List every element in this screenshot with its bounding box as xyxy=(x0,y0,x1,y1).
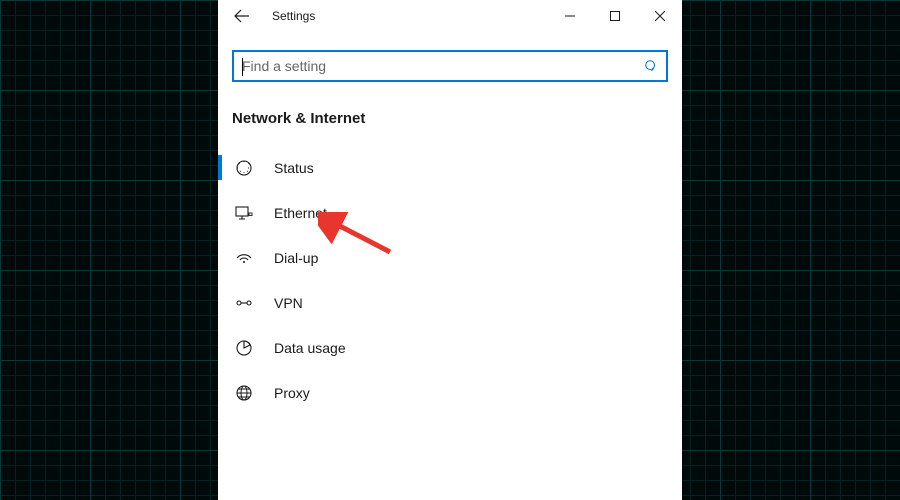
nav-item-vpn[interactable]: VPN xyxy=(218,280,682,325)
close-button[interactable] xyxy=(637,0,682,32)
search-box[interactable] xyxy=(232,50,668,82)
minimize-icon xyxy=(565,11,575,21)
section-header: Network & Internet xyxy=(218,82,682,145)
search-icon xyxy=(636,59,666,73)
search-container xyxy=(218,32,682,82)
nav-list: Status Ethernet Dial-up VPN Data usage xyxy=(218,145,682,415)
window-title: Settings xyxy=(272,9,315,23)
nav-label: Status xyxy=(274,160,314,176)
text-caret xyxy=(242,58,243,76)
back-button[interactable] xyxy=(222,0,262,32)
nav-label: Data usage xyxy=(274,340,346,356)
maximize-icon xyxy=(610,11,620,21)
nav-item-dialup[interactable]: Dial-up xyxy=(218,235,682,280)
nav-label: Ethernet xyxy=(274,205,327,221)
maximize-button[interactable] xyxy=(592,0,637,32)
titlebar: Settings xyxy=(218,0,682,32)
close-icon xyxy=(655,11,665,21)
ethernet-icon xyxy=(234,203,254,223)
dialup-icon xyxy=(234,248,254,268)
nav-item-ethernet[interactable]: Ethernet xyxy=(218,190,682,235)
nav-item-status[interactable]: Status xyxy=(218,145,682,190)
minimize-button[interactable] xyxy=(547,0,592,32)
nav-label: Dial-up xyxy=(274,250,318,266)
proxy-icon xyxy=(234,383,254,403)
vpn-icon xyxy=(234,293,254,313)
search-input[interactable] xyxy=(234,58,636,74)
back-arrow-icon xyxy=(234,8,250,24)
datausage-icon xyxy=(234,338,254,358)
settings-window: Settings Network & Internet xyxy=(218,0,682,500)
nav-label: VPN xyxy=(274,295,303,311)
nav-item-datausage[interactable]: Data usage xyxy=(218,325,682,370)
status-icon xyxy=(234,158,254,178)
nav-item-proxy[interactable]: Proxy xyxy=(218,370,682,415)
window-controls xyxy=(547,0,682,32)
nav-label: Proxy xyxy=(274,385,310,401)
